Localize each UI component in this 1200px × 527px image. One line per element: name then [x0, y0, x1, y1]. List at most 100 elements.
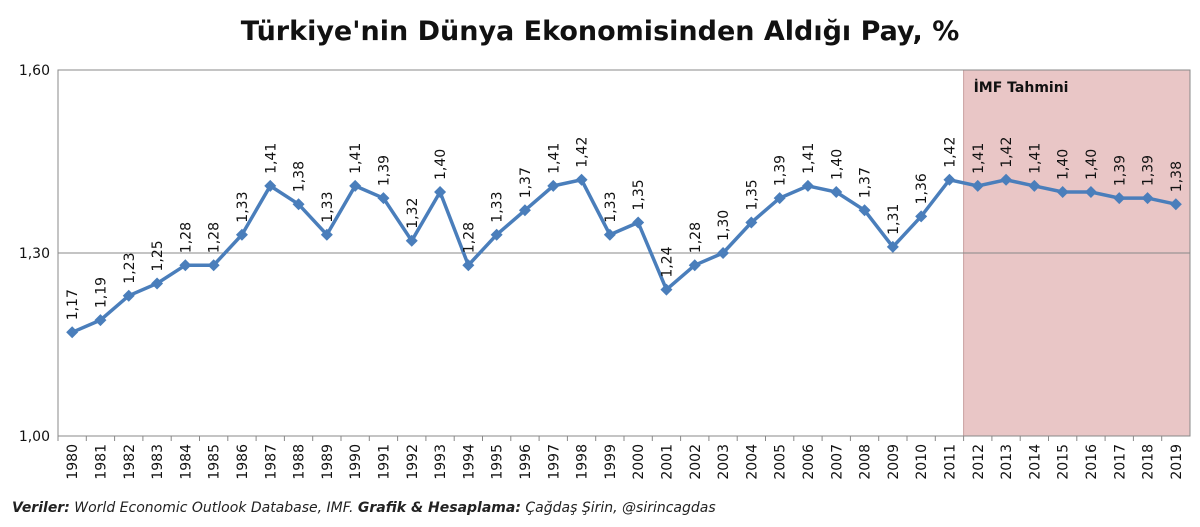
point-marker	[717, 247, 730, 259]
x-tick-label: 1993	[433, 444, 449, 480]
chart: Türkiye'nin Dünya Ekonomisinden Aldığı P…	[19, 16, 1191, 480]
x-tick-label: 1989	[320, 444, 336, 480]
data-label: 1,42	[942, 137, 958, 168]
data-label: 1,41	[801, 143, 817, 174]
data-label: 1,41	[1027, 143, 1043, 174]
point-marker	[801, 179, 814, 192]
x-tick-label: 2013	[999, 444, 1015, 480]
data-label: 1,38	[1169, 161, 1185, 192]
point-marker	[660, 283, 673, 296]
data-label: 1,39	[376, 155, 392, 186]
x-tick-label: 2010	[914, 444, 930, 480]
y-tick-label: 1,00	[19, 429, 50, 445]
point-marker	[320, 228, 333, 241]
x-tick-label: 1988	[292, 444, 308, 480]
data-label: 1,35	[631, 179, 647, 210]
data-label: 1,39	[773, 155, 789, 186]
data-label: 1,38	[292, 161, 308, 192]
data-label: 1,35	[744, 179, 760, 210]
point-marker	[94, 314, 107, 327]
point-marker	[151, 277, 164, 290]
data-label: 1,30	[716, 210, 732, 241]
x-tick-label: 1986	[235, 444, 251, 480]
point-marker	[1113, 192, 1126, 205]
x-tick-label: 1984	[178, 444, 194, 480]
point-marker	[1141, 192, 1154, 205]
x-tick-label: 2000	[631, 444, 647, 480]
x-tick-label: 1990	[348, 444, 364, 480]
point-marker	[292, 198, 305, 211]
x-tick-label: 1994	[461, 444, 477, 480]
point-marker	[462, 259, 475, 272]
point-marker	[1056, 186, 1069, 198]
point-marker	[179, 259, 192, 272]
data-label: 1,33	[320, 192, 336, 223]
x-tick-label: 2001	[659, 444, 675, 480]
data-label: 1,40	[829, 149, 845, 180]
x-tick-label: 1997	[546, 444, 562, 480]
point-marker	[915, 210, 928, 223]
data-label: 1,25	[150, 240, 166, 271]
data-label: 1,17	[65, 289, 81, 320]
data-label: 1,28	[688, 222, 704, 253]
point-marker	[1169, 198, 1182, 211]
point-marker	[490, 228, 503, 241]
point-marker	[207, 259, 220, 272]
y-tick-label: 1,60	[19, 63, 50, 79]
data-label: 1,41	[546, 143, 562, 174]
point-marker	[547, 179, 560, 192]
chart-title: Türkiye'nin Dünya Ekonomisinden Aldığı P…	[241, 16, 960, 47]
data-label: 1,40	[1056, 149, 1072, 180]
data-label: 1,33	[603, 192, 619, 223]
point-marker	[886, 240, 899, 253]
point-marker	[773, 192, 786, 205]
point-marker	[688, 259, 701, 272]
x-tick-label: 2018	[1141, 444, 1157, 480]
point-marker	[1000, 173, 1013, 186]
x-tick-label: 2016	[1084, 444, 1100, 480]
data-label: 1,37	[518, 167, 534, 198]
x-tick-label: 1991	[376, 444, 392, 480]
source-label: Veriler:	[12, 500, 70, 516]
x-tick-label: 2008	[858, 444, 874, 480]
forecast-label: İMF Tahmini	[974, 79, 1069, 96]
data-label: 1,31	[886, 204, 902, 235]
point-marker	[858, 204, 871, 217]
x-tick-label: 2004	[744, 444, 760, 480]
data-label: 1,36	[914, 173, 930, 204]
point-marker	[1084, 186, 1097, 198]
point-marker	[518, 204, 531, 217]
data-label: 1,39	[1141, 155, 1157, 186]
footer: Veriler: World Economic Outlook Database…	[12, 500, 716, 516]
x-tick-label: 1985	[207, 444, 223, 480]
data-label: 1,28	[207, 222, 223, 253]
x-tick-label: 1992	[405, 444, 421, 480]
data-label: 1,42	[999, 137, 1015, 168]
data-label: 1,19	[93, 277, 109, 308]
y-tick-label: 1,30	[19, 246, 50, 262]
point-marker	[349, 179, 362, 192]
data-label: 1,28	[461, 222, 477, 253]
x-tick-label: 2015	[1056, 444, 1072, 480]
data-label: 1,33	[235, 192, 251, 223]
data-label: 1,37	[858, 167, 874, 198]
point-marker	[745, 216, 758, 229]
source-text: World Economic Outlook Database, IMF.	[74, 500, 354, 516]
point-marker	[943, 173, 956, 186]
point-marker	[1028, 179, 1041, 192]
x-tick-label: 2007	[829, 444, 845, 480]
point-marker	[971, 179, 984, 192]
x-tick-label: 1995	[490, 444, 506, 480]
data-label: 1,24	[659, 246, 675, 277]
x-tick-label: 2009	[886, 444, 902, 480]
data-label: 1,41	[971, 143, 987, 174]
data-label: 1,42	[575, 137, 591, 168]
point-marker	[235, 228, 248, 241]
x-tick-label: 1980	[65, 444, 81, 480]
data-label: 1,40	[1084, 149, 1100, 180]
x-tick-label: 2012	[971, 444, 987, 480]
data-label: 1,40	[433, 149, 449, 180]
x-tick-label: 2002	[688, 444, 704, 480]
x-tick-label: 1982	[122, 444, 138, 480]
